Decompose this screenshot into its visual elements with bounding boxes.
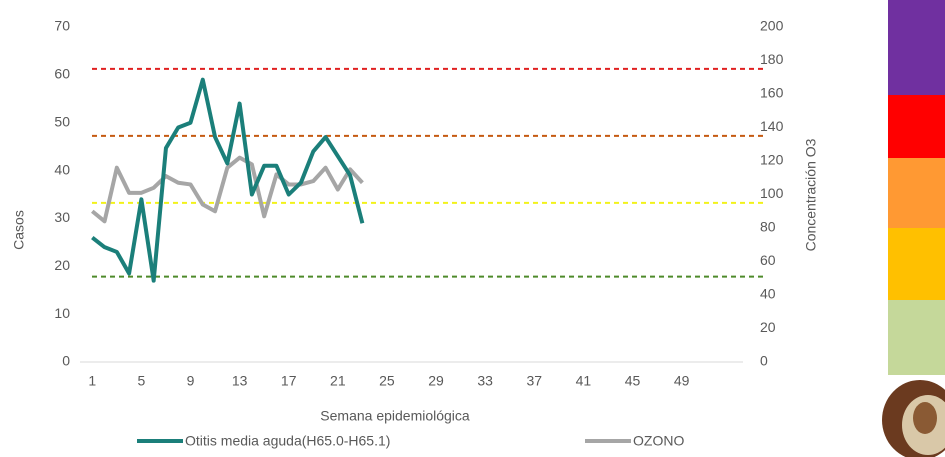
y-tick-label: 60 bbox=[54, 66, 70, 82]
x-tick-label: 49 bbox=[674, 373, 690, 389]
x-tick-label: 5 bbox=[137, 373, 145, 389]
y2-tick-label: 200 bbox=[760, 18, 784, 34]
y2-tick-label: 0 bbox=[760, 353, 768, 369]
x-tick-label: 25 bbox=[379, 373, 395, 389]
x-tick-label: 13 bbox=[232, 373, 248, 389]
x-tick-label: 17 bbox=[281, 373, 297, 389]
y-tick-label: 10 bbox=[54, 305, 70, 321]
band-yellow bbox=[888, 228, 945, 300]
y-tick-label: 30 bbox=[54, 209, 70, 225]
y2-tick-label: 40 bbox=[760, 286, 776, 302]
x-tick-label: 37 bbox=[526, 373, 542, 389]
y-tick-label: 70 bbox=[54, 18, 70, 34]
x-tick-label: 29 bbox=[428, 373, 444, 389]
y2-tick-label: 140 bbox=[760, 118, 784, 134]
series-line bbox=[91, 77, 365, 283]
x-axis-label: Semana epidemiológica bbox=[320, 408, 470, 424]
x-tick-label: 1 bbox=[88, 373, 96, 389]
x-tick-label: 45 bbox=[625, 373, 641, 389]
legend-label: Otitis media aguda(H65.0-H65.1) bbox=[185, 433, 390, 449]
y2-tick-label: 180 bbox=[760, 51, 784, 67]
band-green bbox=[888, 300, 945, 375]
y2-axis-label: Concentración O3 bbox=[803, 138, 819, 251]
x-tick-label: 41 bbox=[576, 373, 592, 389]
series-line bbox=[91, 155, 364, 224]
decor-image bbox=[882, 380, 945, 457]
band-orange bbox=[888, 158, 945, 228]
y-axis-label: Casos bbox=[11, 210, 27, 250]
y2-tick-label: 60 bbox=[760, 252, 776, 268]
y2-tick-label: 160 bbox=[760, 85, 784, 101]
y2-tick-label: 100 bbox=[760, 185, 784, 201]
y-tick-label: 0 bbox=[62, 353, 70, 369]
y2-tick-label: 80 bbox=[760, 219, 776, 235]
y-tick-label: 50 bbox=[54, 113, 70, 129]
legend-label: OZONO bbox=[633, 433, 684, 449]
y2-tick-label: 120 bbox=[760, 152, 784, 168]
x-tick-label: 9 bbox=[187, 373, 195, 389]
band-red bbox=[888, 95, 945, 158]
y2-tick-label: 20 bbox=[760, 319, 776, 335]
y-tick-label: 20 bbox=[54, 257, 70, 273]
y-tick-label: 40 bbox=[54, 161, 70, 177]
band-purple bbox=[888, 0, 945, 95]
x-tick-label: 33 bbox=[477, 373, 493, 389]
x-tick-label: 21 bbox=[330, 373, 346, 389]
